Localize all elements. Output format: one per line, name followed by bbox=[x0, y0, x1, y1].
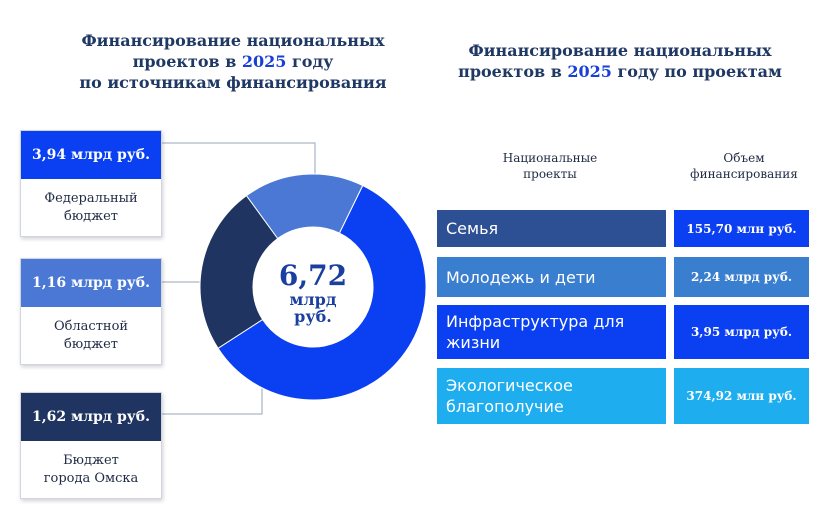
project-name-infrastructure: Инфраструктура для жизни bbox=[437, 305, 666, 359]
column-header-volume-line1: Объем bbox=[723, 151, 765, 165]
source-amount-federal: 3,94 млрд руб. bbox=[21, 131, 161, 179]
source-amount-city: 1,62 млрд руб. bbox=[21, 393, 161, 441]
left-title-line1: Финансирование национальных bbox=[81, 31, 385, 50]
source-card-city: 1,62 млрд руб. Бюджет города Омска bbox=[20, 392, 162, 499]
project-row-infrastructure: Инфраструктура для жизни 3,95 млрд руб. bbox=[437, 305, 809, 359]
project-name-infrastructure-line1: Инфраструктура для bbox=[446, 312, 625, 331]
left-title-line2: проектов в 2025 году bbox=[58, 51, 408, 72]
column-header-projects: Национальные проекты bbox=[470, 150, 630, 182]
left-title-line3: по источникам финансирования bbox=[79, 73, 387, 92]
source-card-regional: 1,16 млрд руб. Областной бюджет bbox=[20, 258, 162, 365]
source-amount-regional: 1,16 млрд руб. bbox=[21, 259, 161, 307]
project-name-family: Семья bbox=[437, 210, 666, 247]
project-name-ecology-line1: Экологическое bbox=[446, 376, 573, 395]
project-value-family: 155,70 млн руб. bbox=[674, 210, 809, 247]
donut-total-value: 6,72 bbox=[278, 259, 348, 292]
source-label-federal-line2: бюджет bbox=[64, 208, 118, 224]
donut-total-unit1: млрд bbox=[289, 290, 337, 309]
project-name-youth-line1: Молодежь и дети bbox=[446, 267, 596, 287]
project-row-family: Семья 155,70 млн руб. bbox=[437, 210, 809, 247]
project-row-youth: Молодежь и дети 2,24 млрд руб. bbox=[437, 257, 809, 297]
column-header-volume-line2: финансирования bbox=[690, 167, 798, 181]
source-label-federal-line1: Федеральный bbox=[44, 190, 138, 206]
source-label-city: Бюджет города Омска bbox=[21, 441, 161, 498]
left-title-year: 2025 bbox=[241, 52, 287, 71]
source-card-federal: 3,94 млрд руб. Федеральный бюджет bbox=[20, 130, 162, 237]
right-title-year: 2025 bbox=[567, 62, 612, 81]
connector-federal bbox=[160, 142, 316, 178]
right-title-prefix: проектов в bbox=[458, 62, 568, 81]
project-name-ecology: Экологическое благополучие bbox=[437, 368, 666, 424]
project-value-infrastructure: 3,95 млрд руб. bbox=[674, 305, 809, 359]
donut-center-total: 6,72 млрд руб. bbox=[266, 259, 360, 326]
donut-hole bbox=[253, 227, 373, 347]
donut-total-unit2: руб. bbox=[294, 307, 332, 326]
project-value-ecology: 374,92 млн руб. bbox=[674, 368, 809, 424]
source-label-regional: Областной бюджет bbox=[21, 307, 161, 364]
right-table-title: Финансирование национальных проектов в 2… bbox=[445, 40, 795, 82]
right-title-suffix: году по проектам bbox=[611, 62, 782, 81]
right-title-line1: Финансирование национальных bbox=[468, 41, 772, 60]
project-row-ecology: Экологическое благополучие 374,92 млн руб… bbox=[437, 368, 809, 424]
left-title-suffix: году bbox=[286, 52, 334, 71]
connector-city bbox=[160, 388, 263, 415]
source-label-city-line2: города Омска bbox=[43, 470, 139, 486]
project-name-youth: Молодежь и дети bbox=[437, 257, 666, 297]
column-header-projects-line2: проекты bbox=[523, 167, 577, 181]
source-label-regional-line2: бюджет bbox=[64, 336, 118, 352]
project-value-youth: 2,24 млрд руб. bbox=[674, 257, 809, 297]
source-label-regional-line1: Областной bbox=[53, 318, 129, 334]
column-header-projects-line1: Национальные bbox=[502, 151, 598, 165]
left-title-prefix: проектов в bbox=[132, 52, 242, 71]
project-name-ecology-line2: благополучие bbox=[446, 397, 564, 416]
project-name-infrastructure-line2: жизни bbox=[446, 333, 501, 352]
project-name-family-line1: Семья bbox=[446, 219, 499, 238]
right-title-line2: проектов в 2025 году по проектам bbox=[445, 61, 795, 82]
left-chart-title: Финансирование национальных проектов в 2… bbox=[58, 30, 408, 93]
column-header-volume: Объем финансирования bbox=[676, 150, 812, 182]
source-label-city-line1: Бюджет bbox=[63, 452, 119, 468]
donut-chart bbox=[199, 173, 427, 401]
source-label-federal: Федеральный бюджет bbox=[21, 179, 161, 236]
